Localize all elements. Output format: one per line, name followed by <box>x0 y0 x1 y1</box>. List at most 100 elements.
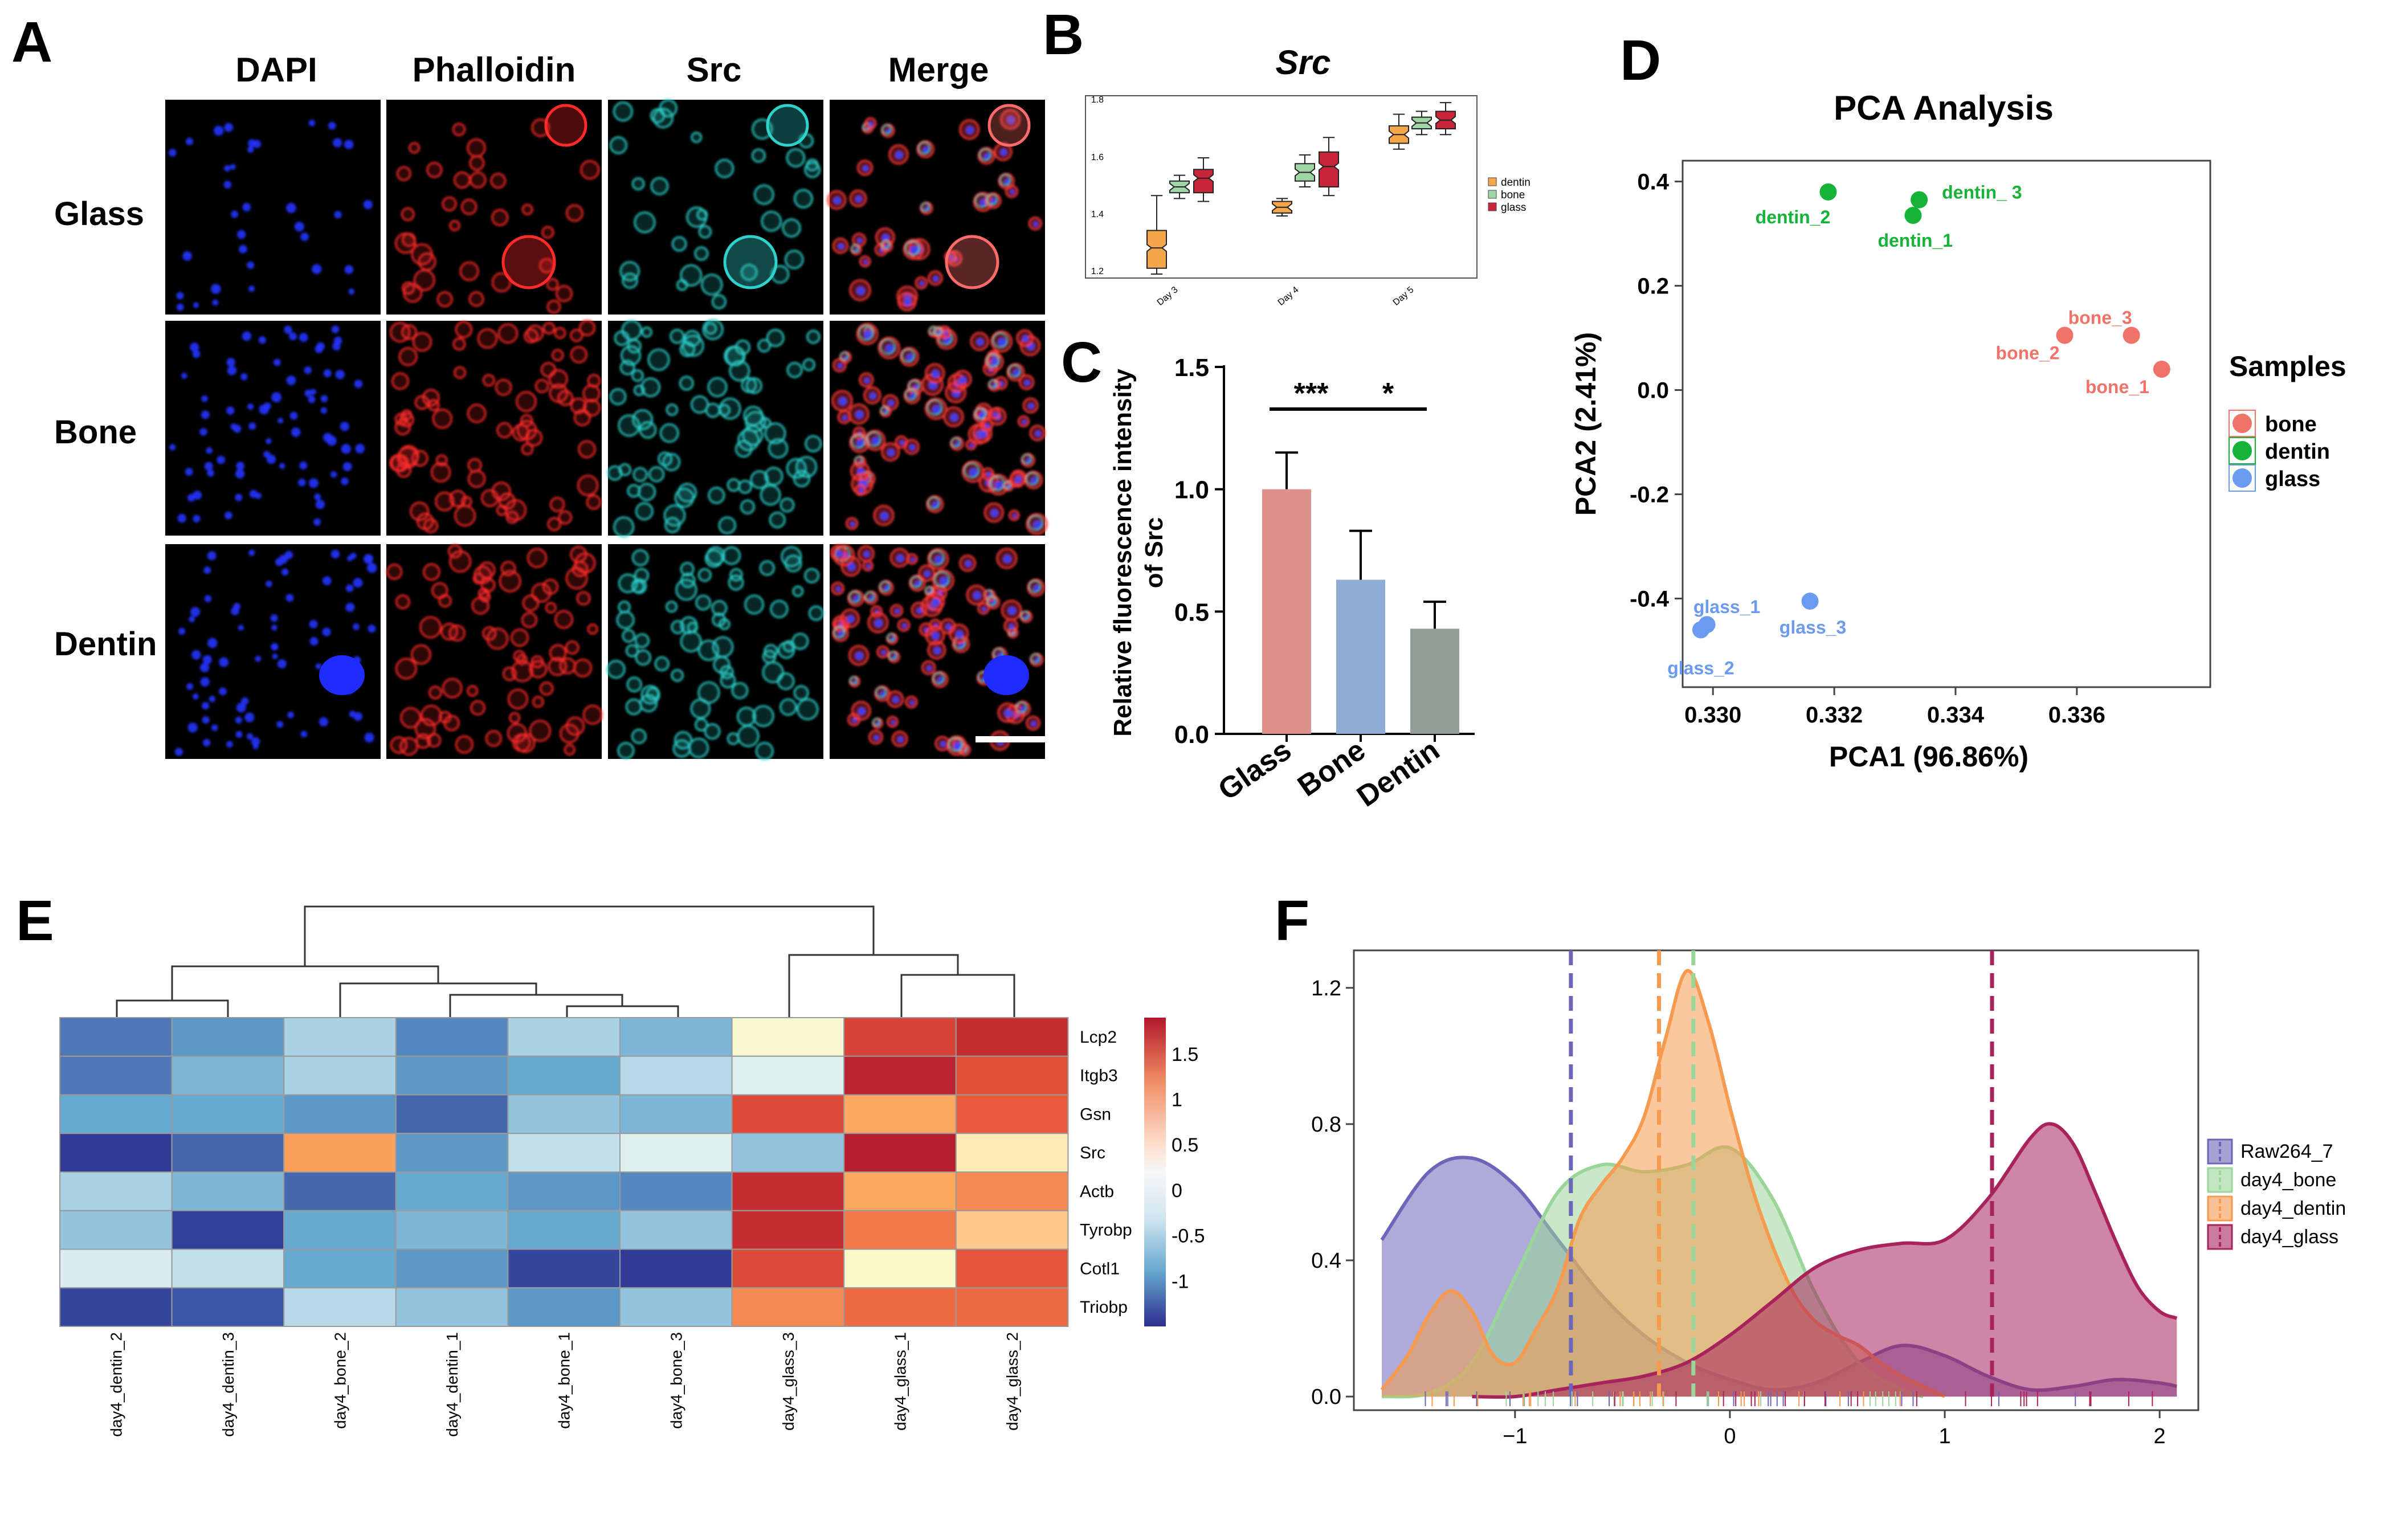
cell-mark <box>659 423 679 443</box>
nucleus-mark <box>1007 606 1017 615</box>
cell-mark <box>918 142 930 154</box>
nucleus-mark <box>837 363 843 369</box>
cell-mark <box>485 730 502 747</box>
cell-mark <box>353 712 362 721</box>
cell-mark <box>320 395 328 403</box>
cell-mark <box>341 444 352 454</box>
cell-mark <box>187 722 198 733</box>
cell-mark <box>226 406 235 415</box>
cell-mark <box>207 551 217 561</box>
panel-c-ytick-label: 1.0 <box>1174 476 1209 504</box>
cell-mark <box>201 410 210 419</box>
heatmap-cell <box>955 1017 1069 1057</box>
heatmap-row-label: Actb <box>1080 1182 1114 1201</box>
large-nucleus-mark <box>983 655 1029 695</box>
cell-mark <box>323 369 332 378</box>
cell-mark <box>309 637 319 646</box>
cell-mark <box>635 502 654 521</box>
cell-mark <box>539 681 554 696</box>
nucleus-mark <box>939 576 949 586</box>
cell-mark <box>204 595 212 603</box>
cell-mark <box>782 218 801 238</box>
panel-b-xtick-day5: Day 5 <box>1391 285 1416 308</box>
cell-mark <box>905 389 917 401</box>
cell-mark <box>626 644 639 658</box>
nucleus-mark <box>959 375 967 384</box>
cell-mark <box>547 517 561 532</box>
cell-mark <box>577 475 599 496</box>
cell-mark <box>438 594 452 608</box>
pca-label-glass_1: glass_1 <box>1693 597 1760 617</box>
large-cell-mark <box>501 235 556 289</box>
cell-mark <box>174 748 183 756</box>
cell-mark <box>341 477 349 485</box>
heatmap-cell <box>171 1094 285 1134</box>
panel-f-densities <box>1380 969 2178 1399</box>
cell-mark <box>399 737 418 756</box>
heatmap-cell <box>171 1133 285 1173</box>
cell-mark <box>279 554 288 564</box>
panel-f-ytick-label: 0.8 <box>1311 1113 1341 1137</box>
cell-mark <box>865 591 875 602</box>
cell-mark <box>622 272 638 289</box>
panel-c-ylabel-line2: of Src <box>1140 517 1168 589</box>
cell-mark <box>640 685 660 705</box>
panel-b-label: B <box>1043 3 1084 67</box>
cell-mark <box>454 172 471 189</box>
cell-mark <box>193 693 199 700</box>
cell-mark <box>182 251 192 261</box>
heatmap-cell <box>843 1171 957 1211</box>
cell-mark <box>271 392 282 403</box>
nucleus-mark <box>835 550 843 557</box>
nucleus-mark <box>1030 720 1037 727</box>
cell-mark <box>881 124 892 134</box>
cell-mark <box>285 594 294 602</box>
cell-mark <box>505 511 519 524</box>
cell-mark <box>440 623 458 640</box>
cell-mark <box>206 447 213 454</box>
cell-mark <box>486 627 509 650</box>
cell-mark <box>687 622 698 633</box>
cell-mark <box>224 123 234 132</box>
cell-mark <box>315 663 322 669</box>
cell-mark <box>738 480 752 494</box>
cell-mark <box>627 339 642 354</box>
cell-mark <box>744 594 764 615</box>
cell-mark <box>207 638 218 648</box>
cell-mark <box>320 407 328 414</box>
nucleus-mark <box>973 591 982 600</box>
significance-label: * <box>1382 377 1394 410</box>
cell-mark <box>521 203 533 215</box>
cell-mark <box>426 162 443 178</box>
cell-mark <box>680 264 703 287</box>
cell-mark <box>263 402 271 410</box>
nucleus-mark <box>873 734 880 741</box>
cell-mark <box>266 438 272 444</box>
column-header-merge: Merge <box>888 51 989 89</box>
panel-c-label: C <box>1061 330 1102 394</box>
cell-mark <box>1015 701 1027 713</box>
heatmap-column-labels: day4_dentin_2 day4_dentin_3 day4_bone_2 day… <box>107 1332 1021 1437</box>
cell-mark <box>695 718 708 732</box>
cell-mark <box>556 285 573 303</box>
heatmap-cell <box>507 1017 621 1057</box>
cell-mark <box>248 422 256 430</box>
cell-mark <box>521 443 534 456</box>
panel-a-label: A <box>11 10 52 74</box>
cell-mark <box>582 704 603 725</box>
cell-mark <box>999 174 1011 186</box>
cell-mark <box>1008 365 1021 378</box>
micrograph-panel <box>165 100 381 315</box>
pca-point-dentin_3 <box>1911 191 1928 209</box>
panel-d-ytick-label: 0.0 <box>1637 378 1669 403</box>
heatmap-cell <box>843 1248 957 1289</box>
panel-f-ytick-label: 0.4 <box>1311 1249 1341 1273</box>
heatmap-cell <box>59 1210 173 1250</box>
panel-d-frame <box>1681 160 2211 688</box>
legend-swatch-dentin <box>1488 177 1497 186</box>
cell-mark <box>1030 654 1040 664</box>
cell-mark <box>442 677 463 699</box>
dendro-branch <box>900 974 1015 1018</box>
cell-mark <box>224 165 231 172</box>
nucleus-mark <box>976 338 984 346</box>
